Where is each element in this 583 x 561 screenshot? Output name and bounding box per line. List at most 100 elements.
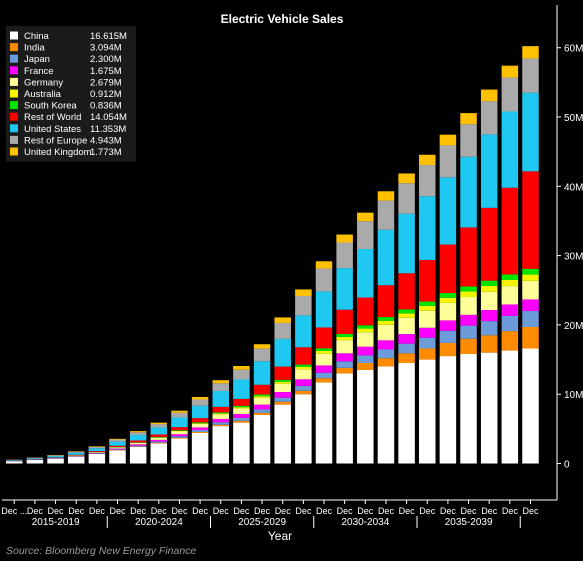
- bar-segment-germany: [212, 414, 229, 419]
- bar-segment-united-states: [253, 361, 271, 385]
- bar-segment-united-states: [274, 338, 291, 367]
- bar-segment-japan: [253, 409, 271, 413]
- bar-segment-rest-of-world: [233, 398, 250, 406]
- bar-segment-rest-of-world: [150, 434, 168, 437]
- bar-segment-south-korea: [295, 364, 312, 367]
- bar-segment-rest-of-world: [501, 187, 519, 275]
- x-tick-label: Dec: [378, 506, 395, 516]
- bar-segment-germany: [336, 340, 353, 354]
- legend-label: Rest of World: [24, 112, 81, 123]
- bar-segment-china: [212, 426, 229, 464]
- bar-segment-germany: [460, 296, 477, 315]
- bar-segment-rest-of-world: [522, 171, 539, 269]
- bar-segment-rest-of-europe: [419, 165, 436, 197]
- bar-segment-rest-of-europe: [233, 369, 250, 380]
- legend-label: Japan: [24, 54, 50, 65]
- bar-segment-japan: [274, 397, 291, 402]
- legend-label: France: [24, 66, 54, 77]
- legend-swatch: [10, 31, 18, 40]
- bar-segment-germany: [150, 437, 168, 440]
- bar-segment-japan: [460, 325, 477, 339]
- bar-segment-japan: [129, 445, 147, 447]
- bar-segment-south-korea: [480, 280, 498, 286]
- bar-segment-japan: [109, 449, 126, 450]
- bar-segment-france: [253, 404, 271, 410]
- bar-segment-rest-of-europe: [398, 183, 415, 214]
- bar-segment-south-korea: [439, 293, 457, 298]
- bar-segment-rest-of-world: [274, 366, 291, 380]
- bar-segment-united-states: [129, 434, 147, 441]
- bar-segment-rest-of-europe: [439, 145, 457, 178]
- legend-label: South Korea: [24, 101, 78, 112]
- bar-segment-germany: [501, 286, 519, 305]
- bar-segment-australia: [419, 305, 436, 311]
- bar-segment-france: [377, 340, 395, 350]
- x-tick-label: Dec: [254, 506, 271, 516]
- bar-segment-rest-of-world: [129, 440, 147, 443]
- bar-segment-south-korea: [501, 274, 519, 280]
- bar-segment-australia: [274, 381, 291, 384]
- chart-title: Electric Vehicle Sales: [221, 12, 344, 26]
- bar-segment-india: [357, 363, 374, 370]
- bar-segment-china: [171, 438, 188, 464]
- x-tick-label: Dec: [337, 506, 354, 516]
- bar-segment-india: [191, 431, 209, 434]
- bar-segment-china: [501, 350, 519, 464]
- bar-segment-japan: [501, 315, 519, 332]
- bar-segment-germany: [439, 302, 457, 321]
- bar-segment-china: [67, 456, 85, 464]
- bar-segment-france: [150, 439, 168, 442]
- bar-segment-rest-of-europe: [377, 200, 395, 230]
- bar-segment-united-kingdom: [357, 212, 374, 222]
- bar-segment-united-kingdom: [171, 410, 188, 413]
- bar-segment-australia: [191, 423, 209, 424]
- y-tick-label: 10M: [564, 390, 583, 401]
- bar-segment-france: [295, 379, 312, 386]
- x-tick-label: Dec: [357, 506, 374, 516]
- legend-value: 0.912M: [90, 89, 122, 100]
- bar-segment-rest-of-world: [67, 454, 85, 456]
- bar-segment-china: [398, 363, 415, 464]
- bar-segment-china: [26, 460, 44, 464]
- x-tick-label: Dec: [130, 506, 147, 516]
- bar-segment-india: [501, 331, 519, 351]
- bar-segment-united-kingdom: [460, 113, 477, 125]
- bar-segment-germany: [233, 408, 250, 414]
- bar-segment-rest-of-europe: [212, 383, 229, 391]
- bar-segment-japan: [398, 343, 415, 354]
- bar-segment-rest-of-europe: [480, 101, 498, 135]
- x-tick-label: Dec: [481, 506, 498, 516]
- bar-segment-japan: [419, 337, 436, 349]
- bar-segment-united-states: [6, 460, 23, 461]
- x-tick-label: Dec: [27, 506, 44, 516]
- bar-segment-south-korea: [315, 348, 333, 351]
- bar-segment-rest-of-europe: [315, 268, 333, 292]
- bar-segment-india: [419, 348, 436, 360]
- legend-label: Germany: [24, 77, 63, 88]
- y-tick-label: 40M: [564, 182, 583, 193]
- bar-segment-japan: [315, 372, 333, 379]
- bar-segment-rest-of-europe: [88, 446, 106, 449]
- legend-value: 4.943M: [90, 135, 122, 146]
- bar-segment-rest-of-europe: [253, 348, 271, 362]
- y-tick-label: 30M: [564, 252, 583, 263]
- bar-segment-germany: [88, 452, 106, 453]
- bar-segment-south-korea: [274, 379, 291, 382]
- bar-segment-germany: [253, 397, 271, 405]
- bar-segment-australia: [398, 313, 415, 318]
- bar-segment-australia: [212, 413, 229, 415]
- bar-segment-united-kingdom: [150, 422, 168, 425]
- bar-segment-united-kingdom: [233, 365, 250, 370]
- bar-segment-china: [253, 414, 271, 464]
- bar-segment-germany: [377, 324, 395, 341]
- x-tick-label: Dec: [461, 506, 478, 516]
- bar-segment-france: [522, 299, 539, 312]
- x-tick-label: Dec: [89, 506, 106, 516]
- bar-segment-germany: [522, 280, 539, 300]
- bar-segment-united-kingdom: [191, 396, 209, 400]
- bar-segment-rest-of-world: [398, 273, 415, 310]
- x-tick-label: Dec: [522, 506, 539, 516]
- bar-segment-rest-of-world: [315, 327, 333, 349]
- legend-swatch: [10, 89, 18, 98]
